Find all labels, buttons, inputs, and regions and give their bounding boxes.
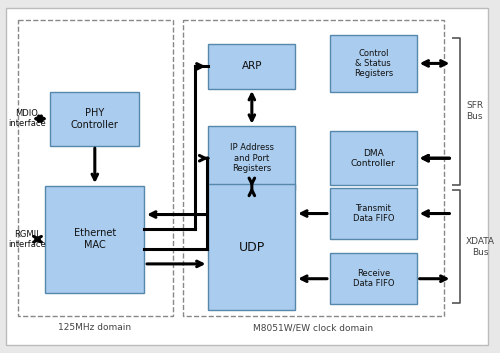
Text: SFR
Bus: SFR Bus (466, 101, 483, 120)
Text: DMA
Controller: DMA Controller (351, 149, 396, 168)
Text: UDP: UDP (238, 241, 265, 253)
Bar (46, 186, 144, 293)
Bar (50, 91, 140, 146)
Bar (208, 126, 296, 190)
Bar (330, 253, 417, 304)
Text: MDIO
interface: MDIO interface (8, 109, 46, 128)
Bar (330, 131, 417, 185)
Text: IP Address
and Port
Registers: IP Address and Port Registers (230, 143, 274, 173)
Text: Receive
Data FIFO: Receive Data FIFO (352, 269, 394, 288)
Text: RGMII
interface: RGMII interface (8, 229, 46, 249)
Text: Ethernet
MAC: Ethernet MAC (74, 228, 116, 250)
Text: PHY
Controller: PHY Controller (71, 108, 118, 130)
Bar (208, 184, 296, 310)
Text: Control
& Status
Registers: Control & Status Registers (354, 48, 393, 78)
Bar (208, 44, 296, 89)
Text: ARP: ARP (242, 61, 262, 71)
Text: Transmit
Data FIFO: Transmit Data FIFO (352, 204, 394, 223)
Text: 125MHz domain: 125MHz domain (58, 323, 132, 332)
Text: M8051W/EW clock domain: M8051W/EW clock domain (253, 323, 373, 332)
Bar (182, 20, 444, 316)
Bar (18, 20, 173, 316)
Text: XDATA
Bus: XDATA Bus (466, 238, 495, 257)
Bar (330, 35, 417, 92)
Bar (330, 188, 417, 239)
